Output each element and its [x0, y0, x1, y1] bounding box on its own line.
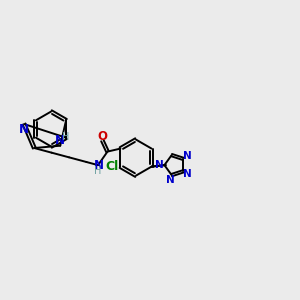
Text: H: H [62, 132, 69, 142]
Text: N: N [155, 160, 164, 170]
Text: N: N [19, 123, 29, 136]
Text: Cl: Cl [105, 160, 119, 173]
Text: N: N [166, 175, 175, 184]
Text: O: O [97, 130, 107, 143]
Text: N: N [183, 169, 192, 179]
Text: N: N [55, 134, 65, 147]
Text: H: H [94, 166, 101, 176]
Text: N: N [94, 159, 103, 172]
Text: N: N [183, 151, 192, 161]
